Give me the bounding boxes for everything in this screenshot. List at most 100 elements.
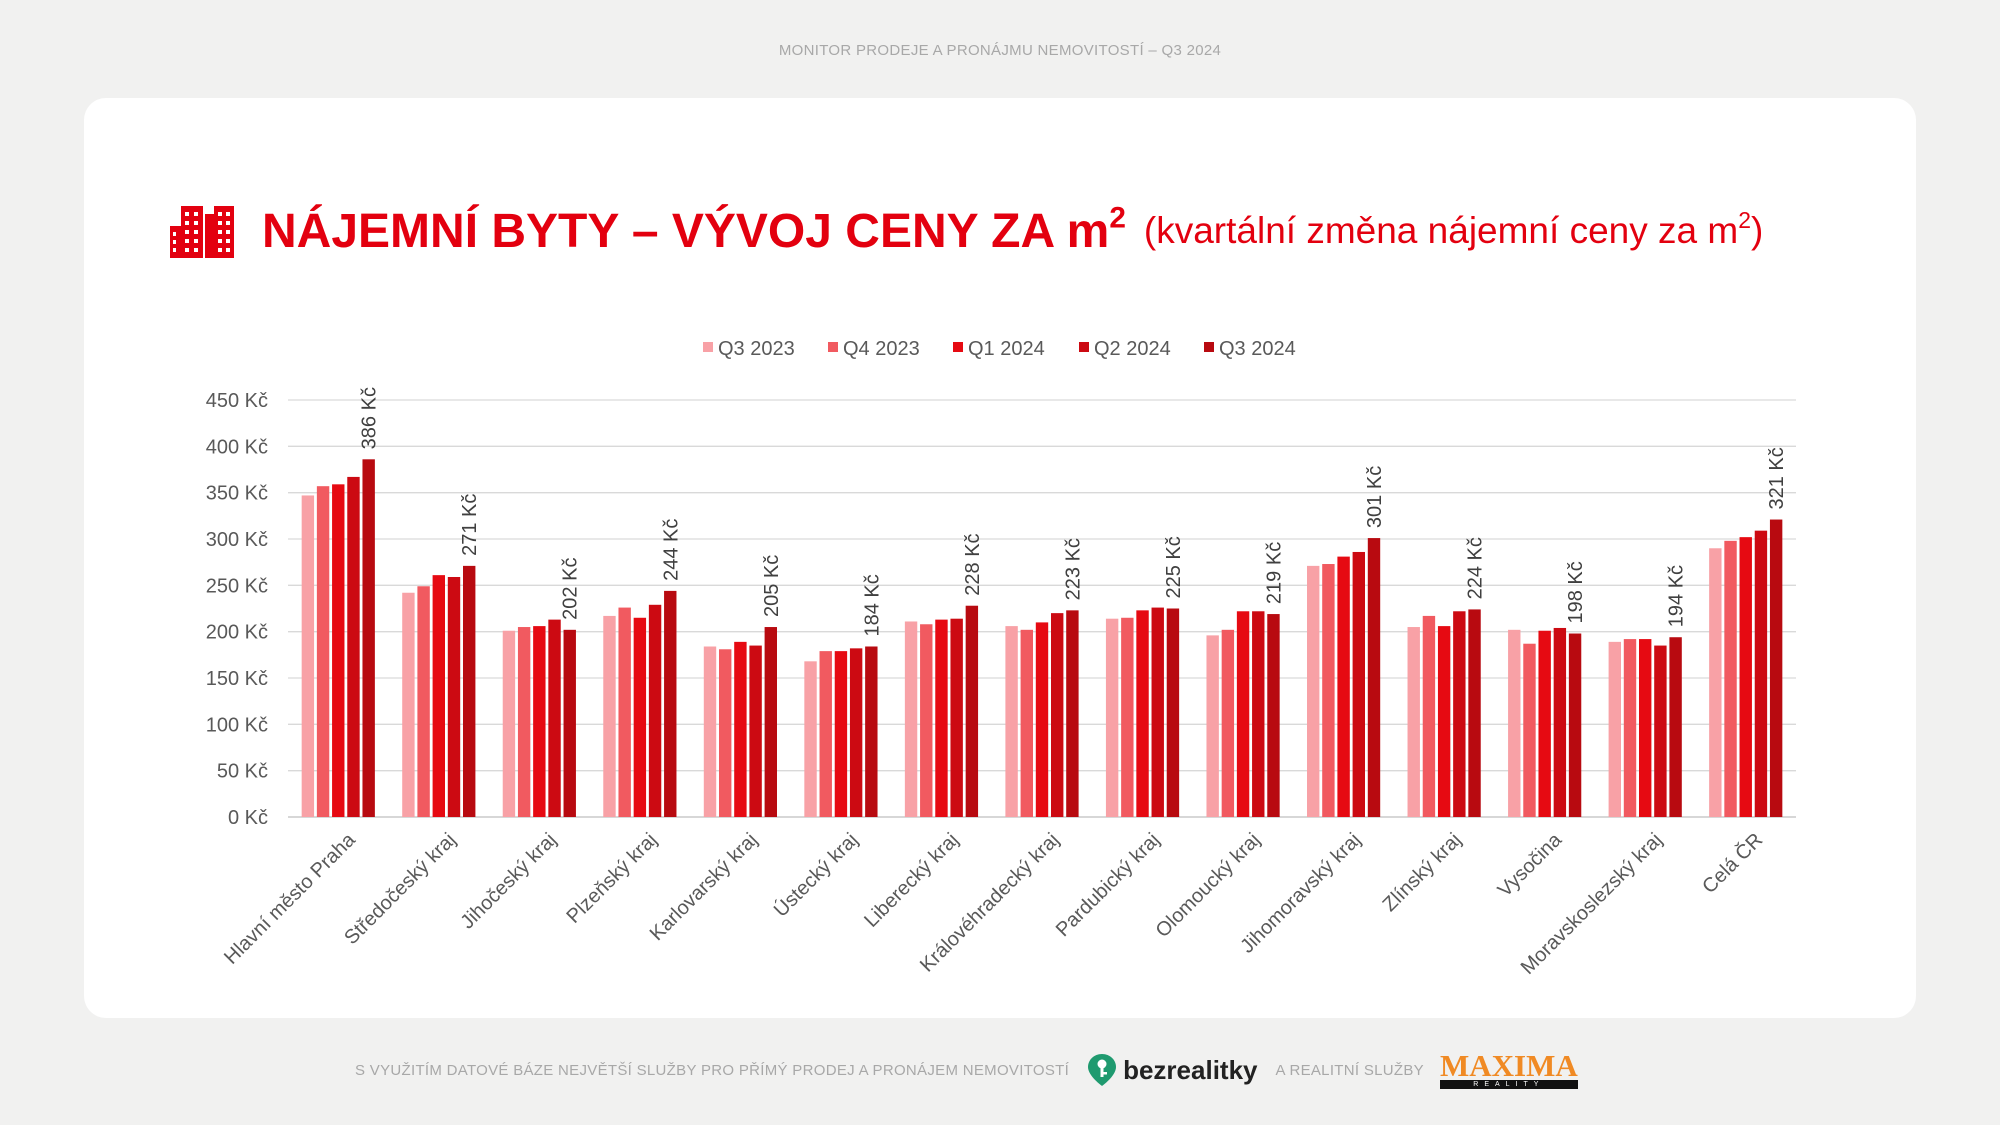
y-tick-label: 150 Kč (206, 668, 268, 690)
bar (316, 486, 330, 817)
legend-label: Q4 2023 (843, 338, 920, 360)
bar (1769, 519, 1783, 817)
bar (1639, 639, 1652, 817)
data-label: 184 Kč (861, 574, 883, 636)
y-tick-label: 0 Kč (228, 807, 268, 829)
y-tick-label: 200 Kč (206, 622, 268, 644)
bar (819, 651, 832, 817)
bar (1005, 626, 1018, 817)
legend-label: Q3 2023 (718, 338, 795, 360)
bar (1236, 611, 1250, 817)
bar (1035, 622, 1049, 817)
chart-card (84, 98, 1916, 1018)
bar (749, 645, 762, 817)
legend-swatch (703, 342, 713, 352)
bar (1206, 635, 1219, 817)
data-label: 205 Kč (761, 555, 783, 617)
bar (417, 586, 430, 817)
data-label: 224 Kč (1465, 537, 1487, 599)
bar (332, 484, 345, 817)
bar (1538, 630, 1551, 817)
bar (1407, 627, 1420, 817)
bar (1468, 609, 1481, 817)
bar (664, 590, 677, 817)
maxima-reality-logo: MAXIMA REALITY (1439, 1047, 1578, 1089)
bezrealitky-wordmark: bezrealitky (1123, 1054, 1258, 1085)
legend-label: Q3 2024 (1219, 338, 1296, 360)
x-category-label: Karlovarský kraj (646, 829, 762, 945)
bar (432, 575, 445, 817)
chart-title-row: NÁJEMNÍ BYTY – VÝVOJ CENY ZA m2 (kvartál… (170, 196, 1763, 266)
bar (849, 648, 863, 817)
x-category-label: Zlínský kraj (1379, 829, 1466, 916)
bar (347, 476, 360, 817)
x-category-label: Ústecký kraj (769, 828, 862, 921)
bar (463, 565, 476, 817)
maxima-subtitle: REALITY (1439, 1079, 1578, 1089)
data-label: 202 Kč (560, 558, 582, 620)
bar (950, 618, 963, 817)
bar (1422, 615, 1436, 817)
bar (1051, 613, 1064, 817)
bar (1437, 626, 1451, 817)
bar (1367, 538, 1381, 817)
bar (301, 495, 315, 817)
maxima-wordmark: MAXIMA (1439, 1047, 1578, 1083)
x-category-label: Středočeský kraj (340, 829, 460, 949)
bar (1151, 607, 1164, 817)
bar (1568, 633, 1582, 817)
bar (904, 621, 918, 817)
y-tick-label: 450 Kč (206, 390, 268, 412)
bar (1739, 537, 1752, 817)
x-category-label: Olomoucký kraj (1152, 829, 1265, 942)
bar (563, 629, 576, 817)
bar (1020, 629, 1033, 817)
bar (1337, 556, 1350, 817)
bar (719, 649, 732, 817)
bar (920, 624, 933, 817)
bar (1754, 530, 1768, 817)
x-category-label: Vysočina (1494, 828, 1567, 901)
bar (1267, 614, 1280, 817)
bezrealitky-logo: bezrealitky (1087, 1053, 1258, 1087)
bar (548, 619, 561, 817)
footer: S VYUŽITÍM DATOVÉ BÁZE NEJVĚTŠÍ SLUŽBY P… (355, 1050, 1578, 1090)
data-label: 321 Kč (1766, 447, 1788, 509)
bar (965, 605, 979, 817)
data-label: 228 Kč (962, 533, 984, 595)
bar (517, 627, 531, 817)
y-tick-label: 250 Kč (206, 575, 268, 597)
footer-text-services: A REALITNÍ SLUŽBY (1275, 1061, 1424, 1079)
y-tick-label: 50 Kč (217, 761, 268, 783)
x-category-label: Celá ČR (1698, 828, 1768, 898)
bar (1105, 618, 1119, 817)
x-category-label: Liberecký kraj (860, 829, 963, 932)
y-tick-label: 300 Kč (206, 529, 268, 551)
data-label: 301 Kč (1364, 466, 1386, 528)
bar (533, 626, 546, 817)
bar (447, 576, 461, 817)
bar (865, 646, 878, 817)
bar (402, 592, 415, 817)
bar (1252, 611, 1265, 817)
y-tick-label: 400 Kč (206, 436, 268, 458)
location-key-icon (1088, 1054, 1117, 1086)
bar (1136, 610, 1149, 817)
bar (1166, 608, 1180, 817)
data-label: 271 Kč (459, 494, 481, 556)
bar (703, 646, 717, 817)
legend-label: Q1 2024 (968, 338, 1045, 360)
bar (1608, 641, 1621, 817)
legend-swatch (1204, 342, 1214, 352)
bar (734, 641, 747, 817)
bar (834, 651, 848, 817)
bar (764, 627, 777, 817)
chart-subtitle: (kvartální změna nájemní ceny za m2) (1143, 207, 1764, 251)
x-category-label: Hlavní město Praha (220, 828, 360, 968)
bar (1709, 548, 1722, 817)
bar (1508, 629, 1521, 817)
bar (1453, 611, 1466, 817)
legend: Q3 2023 Q4 2023 Q1 2024 Q2 2024 Q3 2024 (703, 338, 1296, 360)
bar (362, 459, 375, 817)
